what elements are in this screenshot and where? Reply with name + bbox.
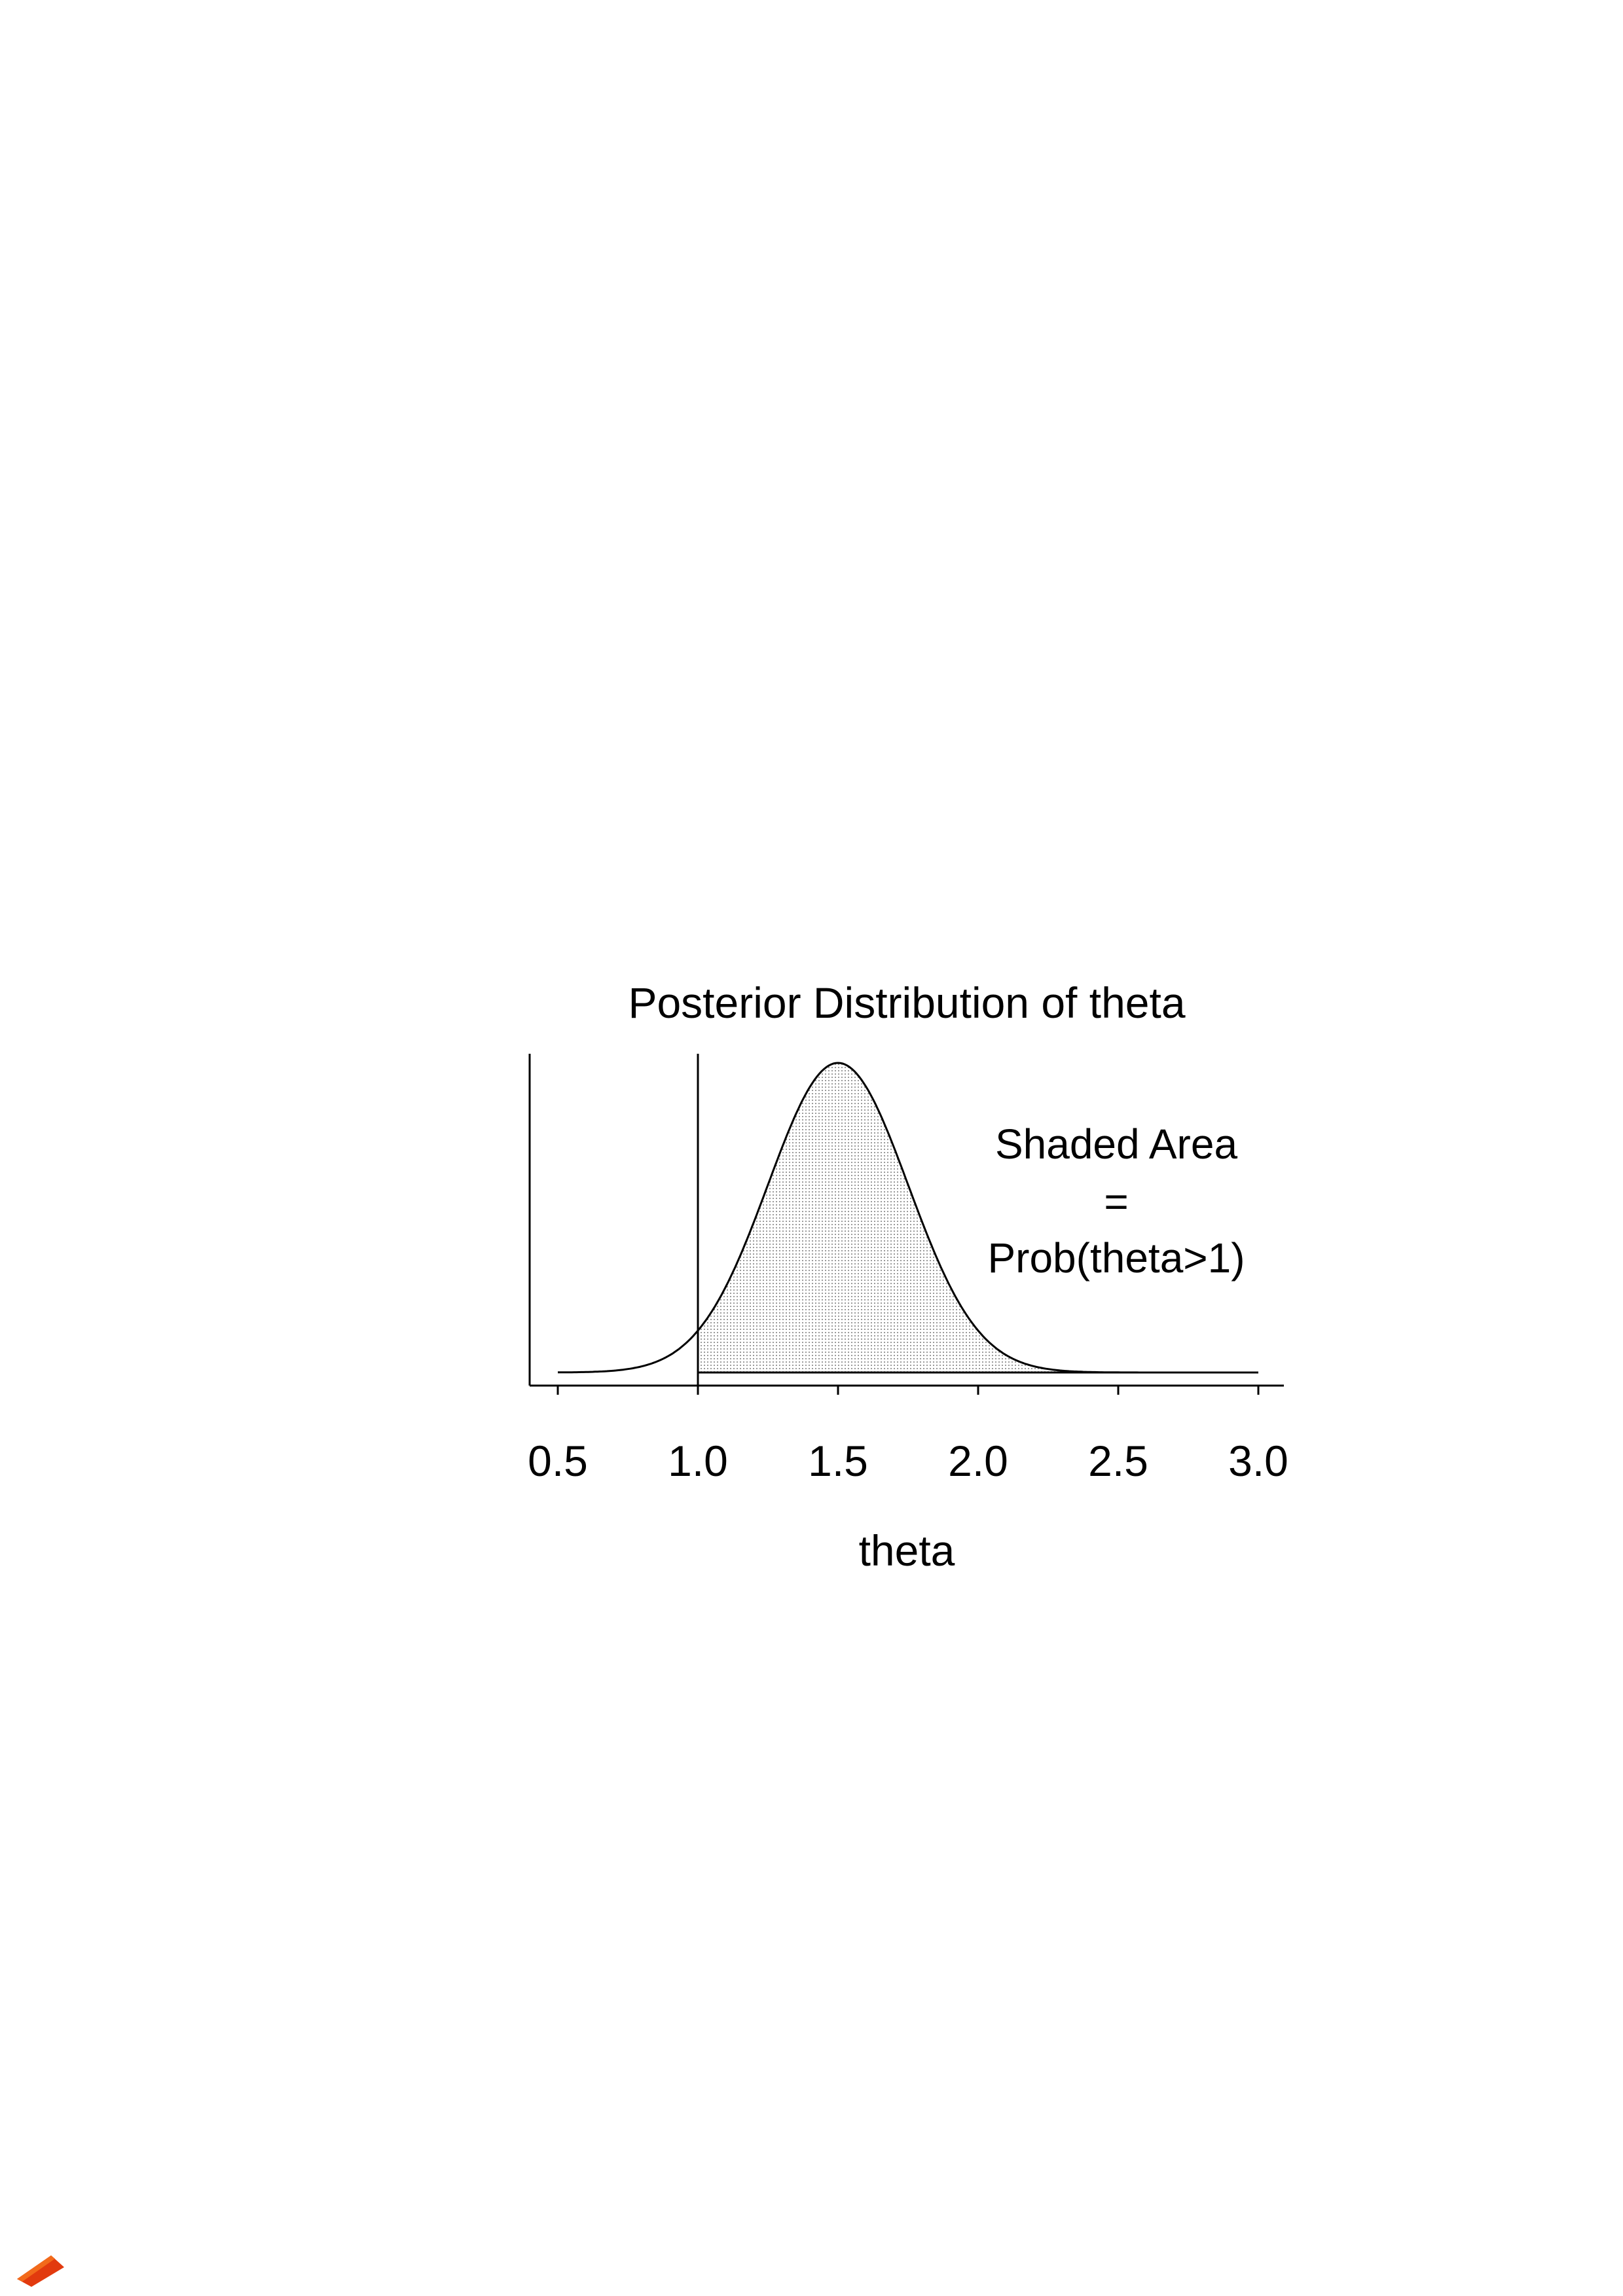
x-tick-label: 1.0: [668, 1437, 728, 1485]
x-tick-label: 0.5: [528, 1437, 588, 1485]
x-tick-label: 2.0: [948, 1437, 1008, 1485]
converter-badge-icon: [17, 2255, 64, 2287]
shaded-area: [698, 1063, 1258, 1372]
annotation-line-2: =: [1104, 1178, 1128, 1225]
x-axis-label: theta: [859, 1526, 955, 1575]
annotation: Shaded Area = Prob(theta>1): [987, 1121, 1245, 1282]
x-tick-label: 3.0: [1228, 1437, 1288, 1485]
x-tick-label: 1.5: [808, 1437, 868, 1485]
annotation-line-1: Shaded Area: [995, 1121, 1238, 1168]
x-axis-ticks: 0.5 1.0 1.5 2.0 2.5 3.0: [528, 1386, 1288, 1485]
plot-area: 0.5 1.0 1.5 2.0 2.5 3.0: [528, 1054, 1288, 1485]
chart-title: Posterior Distribution of theta: [628, 978, 1185, 1027]
x-tick-label: 2.5: [1088, 1437, 1148, 1485]
annotation-line-3: Prob(theta>1): [987, 1234, 1245, 1282]
